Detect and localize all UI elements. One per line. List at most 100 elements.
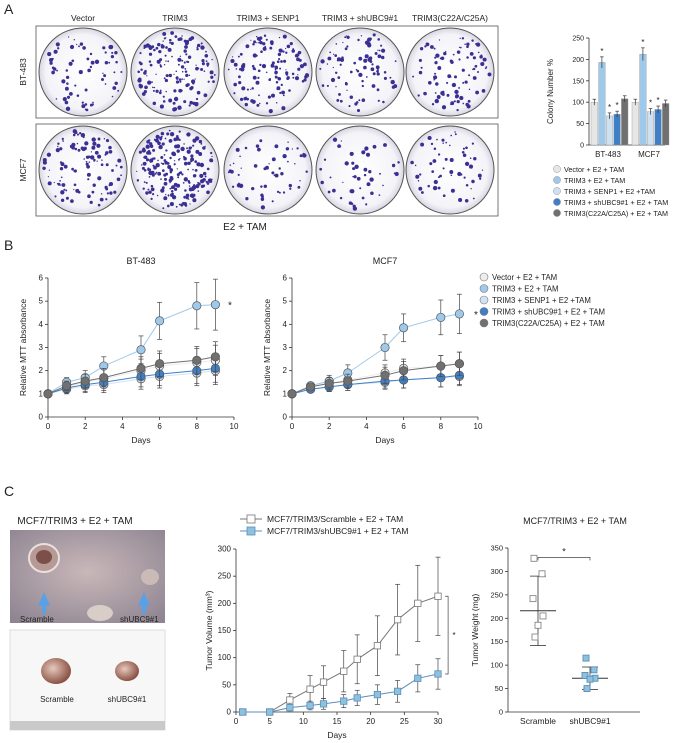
colony-dot <box>161 186 165 190</box>
x-tick-label: 2 <box>327 422 332 431</box>
y-tick-label: 0 <box>39 413 44 422</box>
colony-dot <box>485 66 488 68</box>
colony-dot <box>195 184 200 189</box>
colony-dot <box>292 76 295 79</box>
colony-dot <box>246 97 249 101</box>
colony-dot <box>194 102 199 107</box>
colony-dot <box>210 75 214 79</box>
data-point <box>373 691 382 699</box>
excised-tumor-shubc9 <box>115 661 139 681</box>
colony-dot <box>184 68 187 70</box>
colony-dot <box>53 49 58 54</box>
colony-dot <box>441 105 447 110</box>
colony-dot <box>89 200 93 204</box>
culture-dish <box>315 27 405 117</box>
series-line <box>242 673 439 713</box>
colony-dot <box>431 170 435 173</box>
colony-dot <box>361 150 366 155</box>
colony-dot <box>156 194 159 197</box>
colony-dot <box>150 184 154 188</box>
colony-dot <box>383 76 387 80</box>
colony-dot <box>237 182 240 185</box>
colony-dot <box>94 59 100 64</box>
x-category-label: MCF7 <box>638 150 660 159</box>
colony-dot <box>155 134 160 139</box>
colony-dot <box>278 48 283 53</box>
colony-dot <box>475 42 481 47</box>
colony-dot <box>179 80 182 83</box>
data-point <box>286 704 294 712</box>
colony-dot <box>339 196 343 200</box>
colony-dot <box>84 88 88 92</box>
colony-dot <box>251 87 254 90</box>
colony-dot <box>454 131 456 133</box>
colony-dot <box>62 97 67 102</box>
data-point <box>210 300 220 310</box>
colony-dot <box>447 74 452 79</box>
data-point <box>43 389 53 399</box>
y-tick-label: 100 <box>572 100 584 107</box>
colony-dot <box>162 100 166 103</box>
colony-dot <box>258 94 260 97</box>
colony-dot <box>473 67 476 71</box>
colony-dot <box>419 47 424 51</box>
colony-dot <box>175 80 180 84</box>
colony-dot <box>270 63 275 68</box>
colony-dot <box>450 60 454 64</box>
colony-dot <box>65 189 68 192</box>
colony-dot <box>65 75 70 80</box>
colony-dot <box>365 203 368 206</box>
colony-dot <box>165 90 167 93</box>
dish-column-label: TRIM3 <box>162 13 188 23</box>
colony-dot <box>465 184 469 187</box>
chart-title: MCF7 <box>373 256 398 266</box>
colony-dot <box>160 178 162 180</box>
colony-dot <box>274 71 278 75</box>
x-tick-label: 4 <box>120 422 125 431</box>
y-tick-label: 0 <box>580 143 584 150</box>
colony-dot <box>175 76 179 80</box>
colony-dot <box>197 44 200 46</box>
colony-dot <box>420 191 424 194</box>
colony-dot <box>163 177 168 181</box>
data-point <box>399 323 409 333</box>
colony-dot <box>470 188 472 190</box>
colony-dot <box>164 78 169 83</box>
colony-dot <box>198 165 200 167</box>
colony-dot <box>303 78 307 82</box>
colony-dot <box>469 157 472 159</box>
colony-dot <box>294 76 300 81</box>
colony-dot <box>329 51 332 54</box>
colony-dot <box>140 68 143 71</box>
colony-dot <box>176 168 178 170</box>
colony-dot <box>327 56 332 61</box>
colony-dot <box>145 43 151 48</box>
colony-dot <box>464 80 468 84</box>
data-point <box>539 612 547 620</box>
data-point <box>582 654 590 662</box>
colony-dot <box>265 71 268 74</box>
colony-dot <box>285 73 289 76</box>
colony-dot <box>168 73 173 78</box>
colony-dot <box>186 83 190 86</box>
series-line <box>291 363 460 395</box>
colony-dot <box>477 51 480 54</box>
colony-dot <box>257 69 261 73</box>
colony-dot <box>434 92 437 94</box>
colony-dot <box>155 89 159 93</box>
colony-dot <box>462 81 465 84</box>
colony-dot <box>344 81 348 85</box>
colony-dot <box>458 58 461 61</box>
dish-column-label: TRIM3(C22A/C25A) <box>412 13 488 23</box>
colony-dot <box>63 188 66 191</box>
colony-dot <box>190 85 194 90</box>
colony-dot <box>174 144 178 149</box>
y-tick-label: 250 <box>490 590 503 599</box>
colony-dot <box>103 138 106 140</box>
colony-dot <box>164 54 167 57</box>
colony-dot <box>80 133 86 138</box>
colony-dot <box>97 144 99 147</box>
colony-dot <box>237 173 240 176</box>
colony-dot <box>263 184 268 189</box>
colony-dot <box>104 83 107 85</box>
